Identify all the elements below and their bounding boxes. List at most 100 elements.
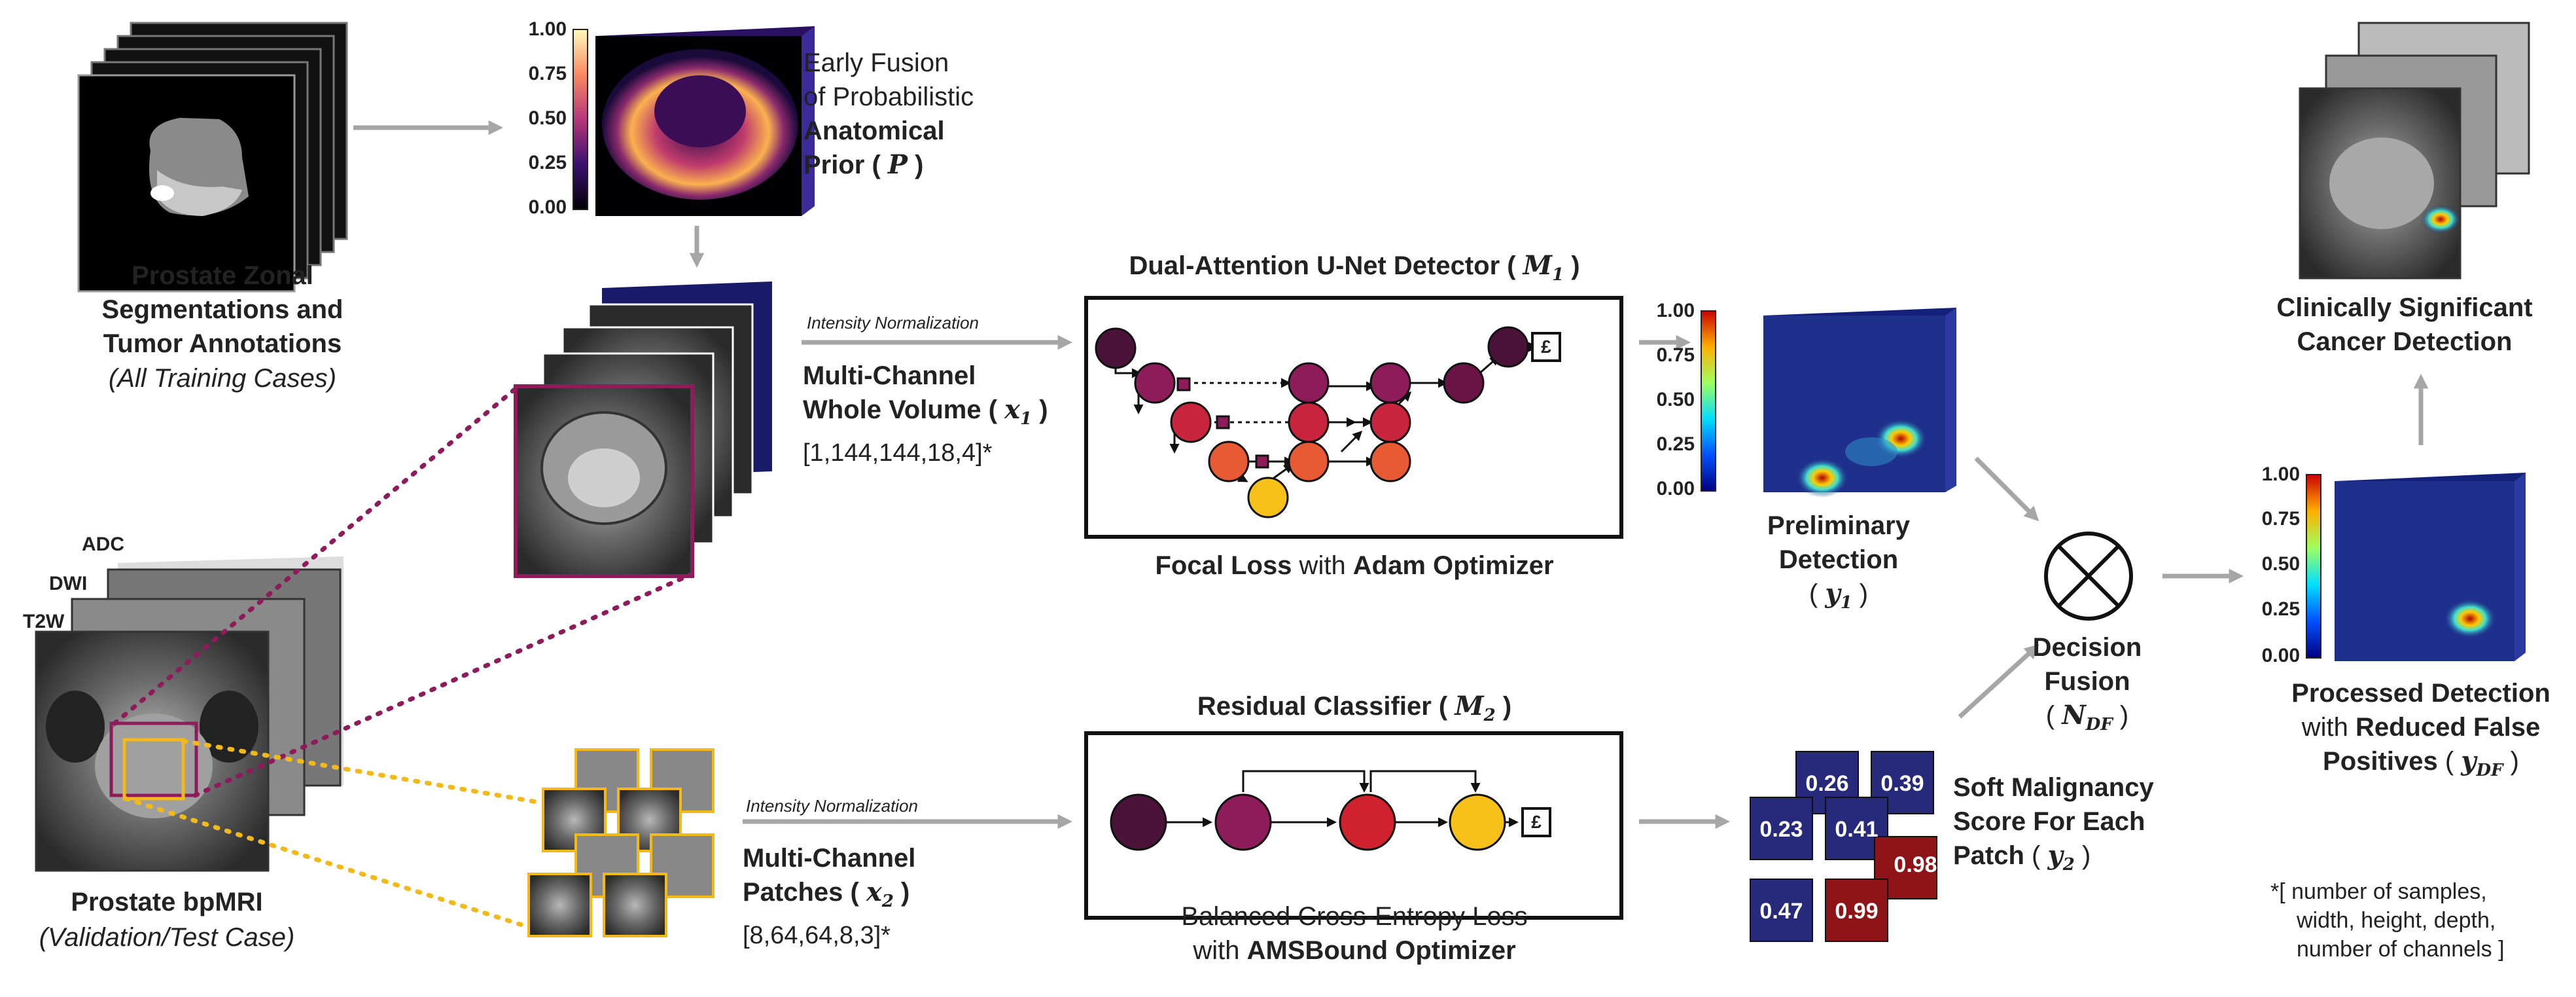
whole-volume-symbol: x — [1004, 394, 1021, 425]
yellow-dotted-bottom — [123, 796, 539, 932]
prior-line: Early Fusion — [803, 48, 949, 77]
classifier-title-text: Residual Classifier — [1197, 692, 1432, 721]
zonal-title-line: Prostate Zonal — [132, 261, 313, 290]
prior-tick: 0.00 — [528, 196, 567, 218]
fusion-symbol: N — [2062, 700, 2086, 731]
bpmri-title: Prostate bpMRI — [71, 888, 263, 916]
magenta-dotted-bottom — [192, 572, 693, 798]
footnote-line: *[ number of samples, — [2270, 879, 2487, 904]
zonal-segmentation-stack — [77, 22, 348, 293]
preliminary-tick: 0.25 — [1656, 433, 1695, 455]
detector-loss: Focal Loss with Adam Optimizer — [1047, 549, 1662, 583]
prior-line: Anatomical — [803, 117, 945, 145]
whole-volume-label: Multi-Channel Whole Volume ( x1 ) [1,144… — [803, 359, 1048, 470]
classifier-loss: Balanced Cross-Entropy Loss with AMSBoun… — [1047, 899, 1662, 968]
classifier-optimizer: AMSBound Optimizer — [1246, 936, 1516, 965]
processed-symbol: y — [2461, 746, 2477, 776]
score-value: 0.47 — [1759, 899, 1803, 924]
processed-line: Reduced False — [2355, 713, 2541, 742]
fusion-line: Decision — [2032, 633, 2142, 662]
preliminary-tick: 0.00 — [1656, 478, 1695, 499]
sequence-label-dwi: DWI — [49, 573, 88, 594]
detector-title: Dual-Attention U-Net Detector ( M1 ) — [1129, 250, 1580, 285]
whole-volume-shape: [1,144,144,18,4]* — [803, 439, 993, 467]
whole-volume-line: Multi-Channel — [803, 361, 976, 390]
detector-symbol: M — [1523, 250, 1552, 281]
patches-symbol: x — [866, 877, 882, 907]
preliminary-line: Detection — [1778, 545, 1899, 574]
patches-label: Multi-Channel Patches ( x2 ) [8,64,64,8,… — [743, 841, 915, 952]
soft-scores-symbol: y — [2047, 840, 2063, 871]
prior-tick: 0.50 — [528, 107, 567, 129]
detector-optimizer: Adam Optimizer — [1352, 551, 1554, 580]
zonal-subtitle: (All Training Cases) — [108, 364, 337, 393]
preliminary-tick: 0.50 — [1656, 389, 1695, 410]
patch-cubes — [527, 748, 715, 937]
patches-line: Multi-Channel — [743, 844, 916, 873]
prior-tick: 0.75 — [528, 63, 567, 84]
soft-scores-line: Patch — [1953, 841, 2024, 870]
yellow-dotted-top — [181, 738, 539, 805]
csc-output-stack — [2299, 22, 2530, 280]
preliminary-colorbar — [1701, 310, 1716, 492]
processed-line: Positives — [2323, 747, 2438, 776]
processed-with: with — [2301, 713, 2355, 742]
prior-symbol: P — [887, 149, 908, 180]
footnote: *[ number of samples, width, height, dep… — [2270, 877, 2558, 964]
processed-label: Processed Detection with Reduced False P… — [2270, 676, 2571, 788]
score-value: 0.39 — [1880, 771, 1924, 796]
patches-sub: 2 — [881, 892, 894, 911]
score-value: 0.99 — [1835, 899, 1879, 924]
prior-label: Early Fusion of Probabilistic Anatomical… — [803, 46, 974, 182]
classifier-title: Residual Classifier ( M2 ) — [1197, 691, 1512, 725]
prior-tick: 0.25 — [528, 152, 567, 173]
preliminary-symbol: y — [1825, 578, 1841, 609]
magenta-dotted-top — [112, 385, 520, 726]
fusion-line: Fusion — [2044, 667, 2130, 696]
csc-line: Cancer Detection — [2297, 327, 2513, 356]
preliminary-sub: 1 — [1840, 593, 1852, 613]
preliminary-tick: 0.75 — [1656, 344, 1695, 366]
score-cubes — [1750, 751, 1937, 942]
classifier-loss-line: Balanced Cross-Entropy Loss — [1181, 902, 1528, 931]
zonal-title-line: Tumor Annotations — [103, 329, 342, 358]
whole-volume-normalization: Intensity Normalization — [807, 313, 979, 333]
classifier-symbol: M — [1455, 691, 1484, 721]
footnote-line: number of channels ] — [2297, 937, 2505, 962]
score-value: 0.23 — [1759, 817, 1803, 842]
prior-colorbar — [573, 29, 588, 210]
preliminary-tick: 1.00 — [1656, 300, 1695, 321]
score-value: 0.98 — [1894, 852, 1937, 877]
classifier-network — [1110, 770, 1519, 851]
preliminary-line: Preliminary — [1767, 511, 1910, 540]
processed-tick: 0.75 — [2261, 508, 2300, 530]
zonal-title-line: Segmentations and — [101, 295, 344, 324]
bpmri-subtitle: (Validation/Test Case) — [39, 923, 295, 952]
processed-line: Processed Detection — [2291, 679, 2550, 708]
whole-volume-stack — [514, 281, 772, 578]
prior-tick: 1.00 — [528, 18, 567, 40]
zonal-title: Prostate Zonal Segmentations and Tumor A… — [39, 259, 406, 361]
detector-loss-icon: £ — [1531, 332, 1561, 362]
soft-scores-line: Score For Each — [1953, 807, 2145, 836]
patches-normalization: Intensity Normalization — [746, 796, 918, 816]
csc-label: Clinically Significant Cancer Detection — [2251, 291, 2558, 359]
classifier-with: with — [1193, 936, 1247, 965]
preliminary-volume — [1763, 308, 1956, 498]
whole-volume-line: Whole Volume — [803, 395, 981, 424]
sequence-label-adc: ADC — [82, 534, 124, 555]
whole-volume-sub: 1 — [1020, 409, 1032, 429]
prior-line: of Probabilistic — [803, 82, 974, 111]
detector-loss-word: Focal Loss — [1155, 551, 1292, 580]
score-value: 0.41 — [1835, 817, 1879, 842]
patches-line: Patches — [743, 878, 843, 907]
soft-scores-sub: 2 — [2062, 855, 2075, 875]
processed-tick: 1.00 — [2261, 463, 2300, 485]
processed-tick: 0.25 — [2261, 598, 2300, 620]
fusion-sub: DF — [2085, 715, 2113, 734]
fusion-operator-icon — [2044, 532, 2133, 621]
prior-volume — [595, 26, 815, 216]
preliminary-label: Preliminary Detection ( y1 ) — [1727, 509, 1950, 620]
prior-line: Prior — [803, 151, 865, 179]
patches-shape: [8,64,64,8,3]* — [743, 922, 891, 949]
